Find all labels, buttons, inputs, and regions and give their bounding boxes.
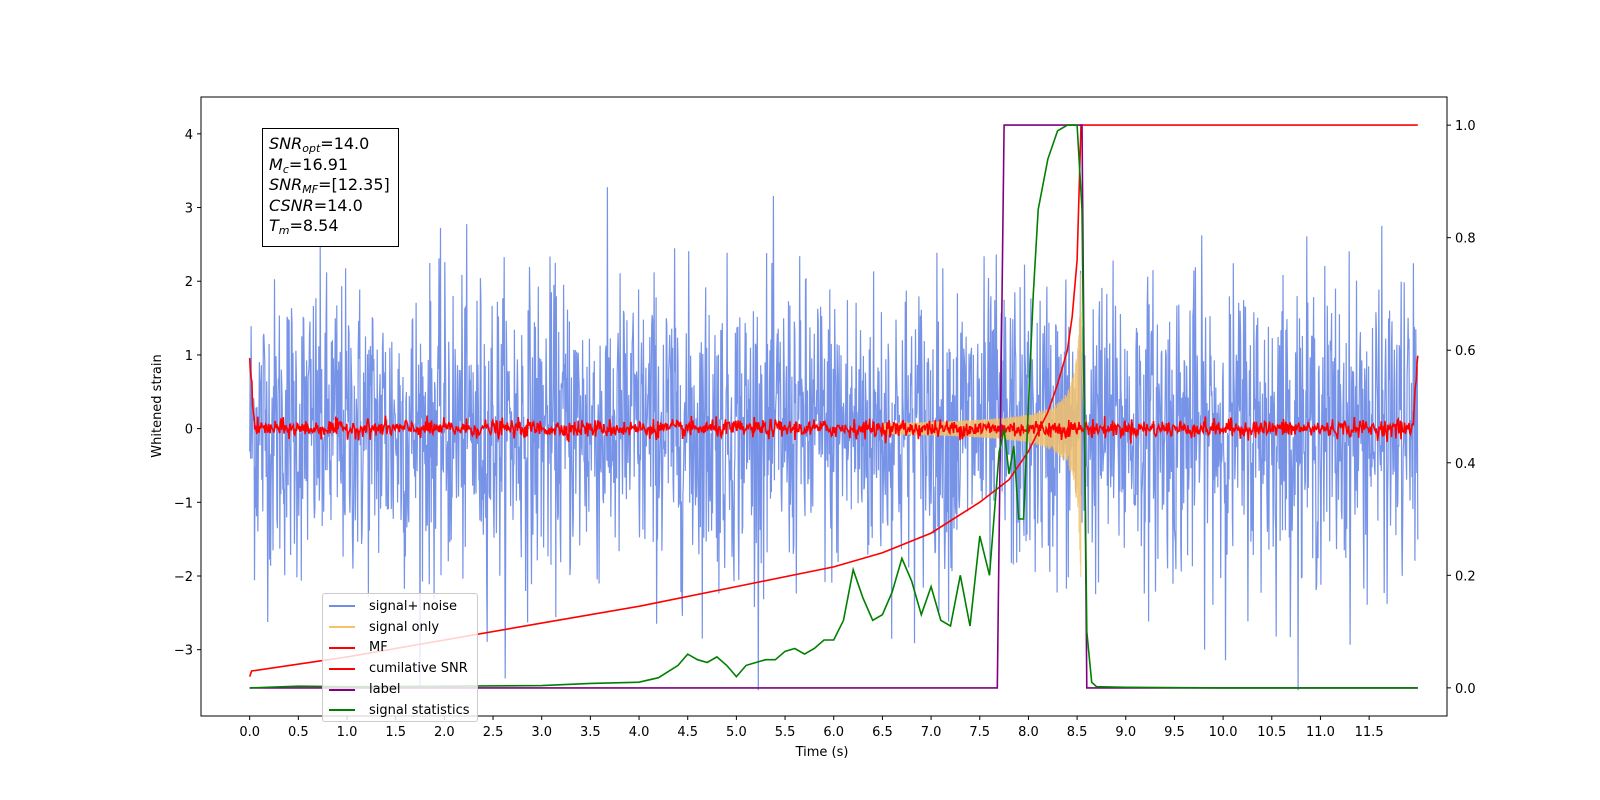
y2-tick-label: 1.0 [1455, 119, 1476, 134]
y-tick-label: 0 [185, 423, 193, 438]
x-tick-label: 6.0 [823, 725, 844, 740]
legend-entry: signal+ noise [329, 596, 477, 617]
x-tick-label: 3.0 [531, 725, 552, 740]
x-tick-label: 5.5 [775, 725, 796, 740]
x-tick-label: 1.5 [385, 725, 406, 740]
y-tick-label: −1 [174, 496, 193, 511]
plot-frame [200, 96, 1448, 717]
y-tick-label: −3 [174, 644, 193, 659]
series-signal-noise [249, 187, 1419, 691]
x-axis-label: Time (s) [795, 745, 849, 760]
legend-label: signal only [369, 619, 440, 635]
legend: signal+ noise signal only MF cumilative … [322, 593, 478, 722]
x-tick-label: 7.5 [969, 725, 990, 740]
legend-label: MF [369, 640, 388, 656]
x-tick-label: 10.0 [1209, 725, 1238, 740]
legend-swatch [329, 646, 355, 649]
y-tick-label: 4 [185, 128, 193, 143]
x-tick-label: 0.5 [288, 725, 309, 740]
legend-swatch [329, 709, 355, 712]
legend-swatch [329, 605, 355, 608]
x-tick-label: 9.0 [1115, 725, 1136, 740]
x-tick-label: 5.0 [726, 725, 747, 740]
y2-tick-label: 0.0 [1455, 682, 1476, 697]
x-tick-label: 9.5 [1164, 725, 1185, 740]
annotation-line: SNRopt=14.0 [269, 134, 370, 155]
legend-entry: label [329, 679, 477, 700]
x-tick-label: 2.5 [483, 725, 504, 740]
series-signal-statistics [249, 124, 1418, 689]
x-tick-label: 2.0 [434, 725, 455, 740]
legend-label: signal statistics [369, 702, 470, 718]
legend-entry: signal only [329, 617, 477, 638]
y2-tick-label: 0.6 [1455, 344, 1476, 359]
legend-swatch [329, 626, 355, 629]
series-cumulative-snr [248, 124, 1418, 677]
annotation-box: SNRopt=14.0 Mc=16.91 SNRMF=[12.35] CSNR=… [262, 128, 399, 247]
y2-tick-label: 0.8 [1455, 232, 1476, 247]
legend-label: label [369, 682, 401, 698]
x-tick-label: 6.5 [872, 725, 893, 740]
legend-label: signal+ noise [369, 598, 458, 614]
series-signal-only [881, 273, 1087, 578]
x-tick-label: 1.0 [337, 725, 358, 740]
x-tick-label: 10.5 [1257, 725, 1286, 740]
y-axis-right: 1.0 0.8 0.6 0.4 0.2 0.0 [1447, 119, 1476, 697]
annotation-line: CSNR=14.0 [269, 195, 363, 215]
y2-tick-label: 0.2 [1455, 569, 1476, 584]
legend-entry: cumilative SNR [329, 658, 477, 679]
x-tick-label: 3.5 [580, 725, 601, 740]
x-tick-label: 4.0 [629, 725, 650, 740]
legend-swatch [329, 688, 355, 691]
legend-entry: MF [329, 638, 477, 659]
annotation-line: Mc=16.91 [269, 154, 349, 176]
x-tick-label: 4.5 [677, 725, 698, 740]
x-tick-label: 7.0 [921, 725, 942, 740]
legend-label: cumilative SNR [369, 661, 468, 677]
y2-tick-label: 0.4 [1455, 457, 1476, 472]
x-tick-label: 11.0 [1306, 725, 1335, 740]
annotation-line: Tm=8.54 [269, 216, 339, 237]
y-tick-label: 3 [185, 202, 193, 217]
x-tick-label: 0.0 [239, 725, 260, 740]
series-mf [248, 355, 1419, 444]
legend-swatch [329, 667, 355, 670]
y-tick-label: 1 [185, 349, 193, 364]
y-tick-label: 2 [185, 275, 193, 290]
y-axis-left: 4 3 2 1 0 −1 −2 −3 [174, 128, 201, 659]
x-tick-label: 8.0 [1018, 725, 1039, 740]
y-axis-label: Whitened strain [150, 354, 165, 457]
x-tick-label: 11.5 [1355, 725, 1384, 740]
x-axis: 0.0 0.5 1.0 1.5 2.0 2.5 3.0 3.5 4.0 4.5 5.0 5.5 6.0 6… [239, 716, 1384, 740]
annotation-line: SNRMF=[12.35] [269, 175, 390, 196]
y-tick-label: −2 [174, 570, 193, 585]
legend-entry: signal statistics [329, 700, 477, 721]
series-layer [248, 124, 1419, 691]
x-tick-label: 8.5 [1067, 725, 1088, 740]
